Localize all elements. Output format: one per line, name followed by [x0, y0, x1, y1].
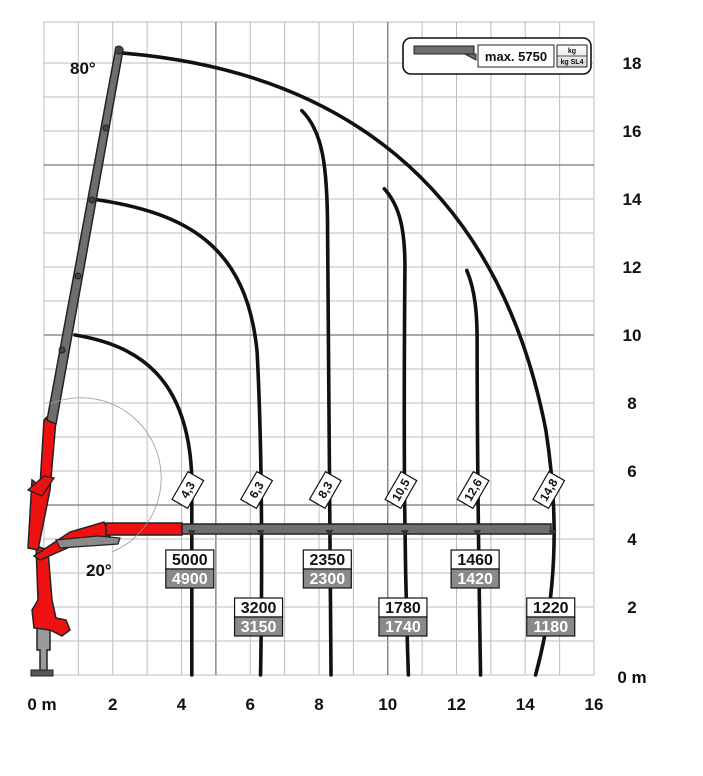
- y-tick-label: 2: [627, 598, 636, 617]
- crane-column: [31, 544, 71, 637]
- load-value-3200: 3200 3150: [233, 597, 284, 637]
- x-tick-label: 14: [516, 695, 535, 714]
- x-tick-label: 12: [447, 695, 466, 714]
- load-top-value: 1780: [385, 600, 421, 617]
- reach-marker-14-8: 14,8: [532, 470, 566, 510]
- crane-illustration: [26, 45, 557, 677]
- reach-marker-box: [456, 470, 490, 510]
- x-tick-label: 2: [108, 695, 117, 714]
- boom-joint: [88, 196, 96, 204]
- load-bottom-value: 1420: [457, 571, 493, 588]
- boom-joint: [74, 272, 82, 280]
- boom-segment-mark: [325, 530, 334, 536]
- load-top-value: 1460: [457, 552, 493, 569]
- range-curve-4-3: [73, 333, 194, 677]
- boom-segment-mark: [548, 530, 557, 536]
- crane-outer-boom-low: [181, 523, 552, 535]
- crane-link: [26, 475, 56, 497]
- x-tick-label: 6: [246, 695, 255, 714]
- reach-marker-6-3: 6,3: [239, 470, 274, 510]
- load-bottom-box: [526, 616, 576, 637]
- reach-marker-8-3: 8,3: [308, 470, 342, 510]
- x-tick-label: 8: [314, 695, 323, 714]
- y-tick-label: 14: [623, 190, 642, 209]
- reach-marker-12-6: 12,6: [456, 470, 490, 510]
- load-bottom-box: [233, 616, 284, 637]
- angle-max-label: 80°: [70, 59, 96, 78]
- load-bottom-value: 4900: [172, 571, 208, 588]
- reach-marker-box: [532, 470, 566, 510]
- boom-segment-mark: [400, 530, 409, 536]
- x-tick-label: 10: [378, 695, 397, 714]
- legend-text-box: [477, 44, 555, 68]
- axis-ticks: 0 m 2 4 6 8 10 12 14 16 0 m 2 4 6 8 10 12 14 16 18: [27, 54, 646, 714]
- range-curve-6-3: [90, 197, 264, 677]
- x-tick-label: 0 m: [27, 695, 56, 714]
- load-value-1220: 1220 1180: [526, 597, 576, 637]
- reach-marker-box: [239, 470, 274, 510]
- load-value-1460: 1460 1420: [450, 549, 500, 589]
- y-tick-label: 18: [623, 54, 642, 73]
- reach-marker-box: [308, 470, 342, 510]
- legend-unit-top: kg: [568, 48, 576, 55]
- slew-arc: [49, 397, 162, 553]
- load-value-5000: 5000 4900: [165, 549, 215, 589]
- load-bottom-box: [378, 616, 428, 637]
- boom-segment-mark: [187, 530, 196, 536]
- reach-marker-10-5: 10,5: [384, 470, 418, 510]
- outer-envelope-curve: [117, 51, 556, 677]
- load-value-2350: 2350 2300: [302, 549, 352, 589]
- load-bottom-box: [165, 568, 215, 589]
- boom-joint: [58, 346, 66, 354]
- load-top-value: 3200: [241, 600, 277, 617]
- legend-unit-bottom: kg SL4: [561, 59, 584, 66]
- load-top-value: 2350: [310, 552, 346, 569]
- boom-segment-mark: [256, 530, 265, 536]
- load-bottom-value: 2300: [310, 571, 346, 588]
- boom-segment-mark: [473, 530, 482, 536]
- reach-marker-4-3: 4,3: [171, 470, 205, 510]
- reach-marker-box: [171, 470, 205, 510]
- load-bottom-value: 1740: [385, 619, 421, 636]
- y-tick-label: 8: [627, 394, 636, 413]
- x-tick-label: 16: [585, 695, 604, 714]
- range-curve-12-6: [465, 268, 483, 677]
- legend-max-text: max. 5750: [485, 49, 547, 64]
- load-bottom-value: 3150: [241, 619, 277, 636]
- crane-foot: [30, 669, 54, 677]
- y-tick-label: 12: [623, 258, 642, 277]
- angle-min-label: 20°: [86, 561, 112, 580]
- x-tick-label: 4: [177, 695, 187, 714]
- boom-tip: [114, 45, 124, 55]
- load-bottom-box: [302, 568, 352, 589]
- y-tick-label: 6: [627, 462, 636, 481]
- boom-joint: [102, 124, 110, 132]
- legend: max. 5750 kg kg SL4: [402, 37, 592, 75]
- legend-boom-icon: [413, 45, 477, 61]
- load-top-value: 5000: [172, 552, 208, 569]
- reach-markers: 4,3 6,3 8,3 10,5 12,6 14,8: [171, 470, 566, 510]
- load-top-value: 1220: [533, 600, 569, 617]
- crane-red-extension: [105, 522, 183, 536]
- y-tick-label: 10: [623, 326, 642, 345]
- y-tick-label: 16: [623, 122, 642, 141]
- y-tick-label: 4: [627, 530, 637, 549]
- crane-cylinder: [55, 535, 121, 549]
- y-tick-label: 0 m: [617, 668, 646, 687]
- load-bottom-value: 1180: [533, 619, 568, 636]
- crane-outer-boom-up: [46, 45, 124, 426]
- load-values: 5000 4900 3200 3150 2350 2300 1780 1740 1460 1420…: [165, 549, 576, 637]
- range-curve-8-3: [300, 108, 333, 677]
- load-value-1780: 1780 1740: [378, 597, 428, 637]
- load-bottom-box: [450, 568, 500, 589]
- reach-marker-box: [384, 470, 418, 510]
